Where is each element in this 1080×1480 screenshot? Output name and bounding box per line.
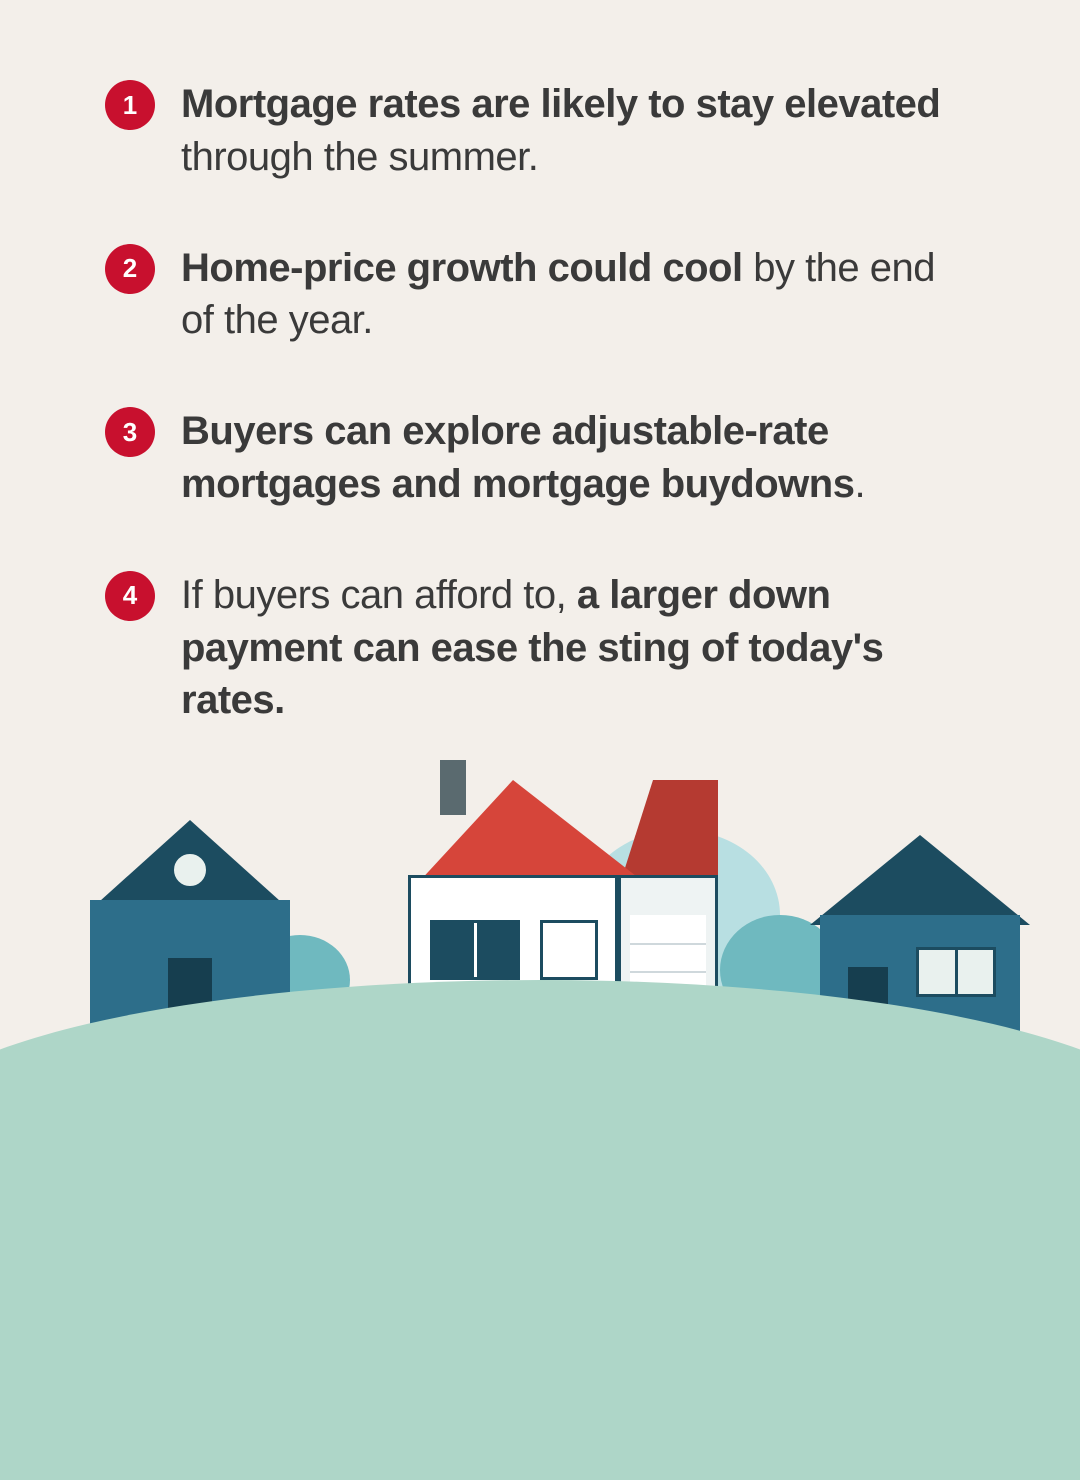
list-item-text: If buyers can afford to, a larger down p…	[181, 569, 975, 727]
list-item: 2 Home-price growth could cool by the end…	[105, 242, 975, 348]
number-badge: 2	[105, 244, 155, 294]
list-item: 4 If buyers can afford to, a larger down …	[105, 569, 975, 727]
list-item-text: Buyers can explore adjustable-rate mortg…	[181, 405, 975, 511]
points-list: 1 Mortgage rates are likely to stay eleva…	[105, 78, 975, 785]
number-badge: 3	[105, 407, 155, 457]
list-item-text: Mortgage rates are likely to stay elevat…	[181, 78, 975, 184]
list-item: 3 Buyers can explore adjustable-rate mort…	[105, 405, 975, 511]
list-item-text: Home-price growth could cool by the end …	[181, 242, 975, 348]
ground-icon	[0, 980, 1080, 1480]
number-badge: 1	[105, 80, 155, 130]
number-badge: 4	[105, 571, 155, 621]
illustration-scene	[0, 760, 1080, 1080]
list-item: 1 Mortgage rates are likely to stay eleva…	[105, 78, 975, 184]
